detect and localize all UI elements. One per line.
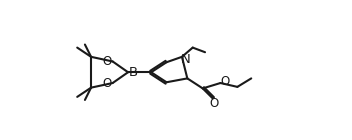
Text: O: O: [103, 77, 112, 89]
Text: O: O: [103, 55, 112, 68]
Text: O: O: [220, 75, 230, 88]
Text: O: O: [209, 97, 218, 110]
Text: B: B: [129, 66, 138, 79]
Text: N: N: [181, 53, 191, 66]
